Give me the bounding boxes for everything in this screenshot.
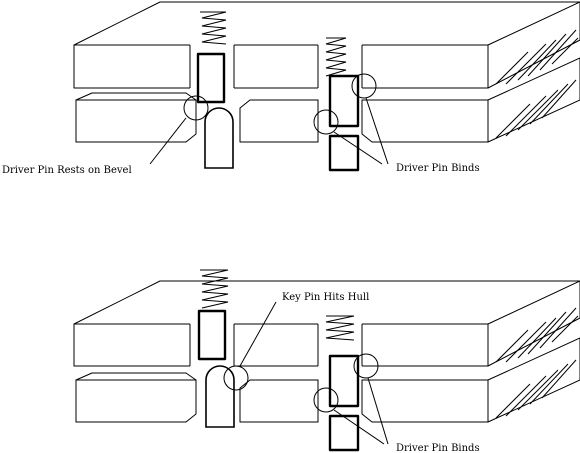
top-plug-front-left [75,99,197,143]
bottom-left-driver-pin [197,309,227,361]
bottom-hull-leader [239,301,277,367]
label-driver-binds-top: Driver Pin Binds [396,163,480,174]
bottom-plug-front-right [361,379,489,423]
bottom-plug-top-left [75,372,197,381]
bottom-bind-leader-right [367,377,389,445]
bottom-bind-leader-left [333,409,385,445]
bottom-right-driver-pin [328,354,360,408]
bottom-left-key-pin [205,365,235,428]
top-left-driver-pin [196,52,226,104]
label-driver-rests-on-bevel: Driver Pin Rests on Bevel [2,165,132,176]
bottom-hull-front-face [73,323,489,367]
top-hull-hatching [495,29,579,85]
label-key-pin-hits-hull: Key Pin Hits Hull [282,292,369,303]
top-plug-top-left [75,92,197,101]
top-figure: Driver Pin Rests on Bevel Driver Pin Bin… [2,1,580,176]
top-plug-block [75,57,580,143]
label-driver-binds-bottom: Driver Pin Binds [396,443,480,453]
top-hull-front-face [73,44,489,89]
top-left-spring [200,11,227,45]
bottom-plug-front-mid [239,379,319,423]
bottom-plug-hatching [495,359,577,419]
top-right-key-pin [328,134,360,172]
top-bind-callout-circle-right [351,73,377,99]
top-hull-block [73,1,580,90]
top-left-key-pin [204,107,234,169]
bottom-plug-front-left [75,379,197,423]
bottom-right-key-pin [328,414,360,452]
bottom-bind-callout-circle-right [353,353,379,379]
bottom-figure: Key Pin Hits Hull Driver Pin Binds [73,269,580,453]
bottom-right-spring [325,315,355,341]
bottom-plug-block [75,337,580,423]
top-bind-callout-circle-left [313,109,339,135]
top-bind-leader-right [365,97,389,165]
top-bind-leader-left [333,131,383,165]
bottom-hull-hatching [495,307,579,363]
top-bevel-leader [149,117,187,165]
top-bevel-callout-circle [183,95,209,121]
top-plug-front-mid [239,99,319,143]
top-right-spring [325,37,347,77]
top-plug-hatching [495,79,577,139]
bottom-hull-callout-circle [223,365,249,391]
bottom-left-spring [200,269,229,309]
top-plug-front-right [361,99,489,143]
top-right-driver-pin [328,74,360,128]
bottom-bind-callout-circle-left [313,387,339,413]
